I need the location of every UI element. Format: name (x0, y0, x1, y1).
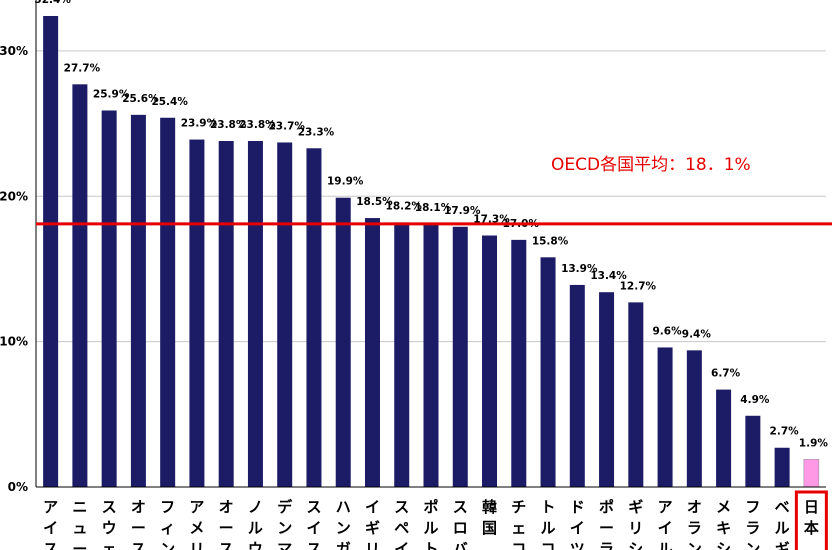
bar-value-label: 18.2% (386, 200, 423, 212)
category-label: スロバ (453, 498, 468, 550)
category-label: アイス (43, 498, 58, 550)
y-tick-label: 0% (8, 480, 28, 494)
category-label: ポーラ (599, 498, 614, 550)
bar (218, 141, 234, 487)
bar-value-label: 23.8% (239, 119, 276, 131)
bar (43, 15, 59, 487)
category-label: メキシ (716, 498, 731, 550)
x-axis: アイスニュースウェオースフィンアメリオースノルウデンマスイスハンガイギリスペイポ… (36, 486, 826, 550)
category-label: ニュー (72, 498, 87, 550)
category-label: ベルギ (775, 498, 790, 550)
category-label: アイル (658, 498, 673, 550)
bar-value-label: 9.6% (653, 325, 683, 337)
bar-value-label: 13.9% (561, 263, 598, 275)
bar-value-label: 23.3% (298, 126, 335, 138)
bar (101, 110, 117, 487)
category-label: オラン (687, 498, 702, 550)
bar-value-label: 1.9% (799, 437, 829, 449)
bar-value-label: 4.9% (740, 394, 770, 406)
bar-value-label: 18.5% (356, 196, 393, 208)
bar (482, 235, 498, 487)
y-tick-label: 30% (0, 44, 28, 58)
category-label: 韓国 (482, 498, 497, 537)
category-label: デンマ (277, 498, 293, 550)
bar-value-label: 32.4% (34, 0, 71, 6)
bar (364, 218, 380, 488)
category-label: トルコ (541, 498, 556, 550)
bar-value-label: 17.9% (444, 205, 481, 217)
bar-value-label: 15.8% (532, 235, 569, 247)
bar (277, 142, 293, 487)
category-label: フィン (160, 498, 175, 550)
bar (540, 257, 556, 487)
bar (599, 292, 615, 487)
bar-value-label: 12.7% (620, 280, 657, 292)
bar-value-label: 25.9% (93, 88, 130, 100)
bar (394, 222, 410, 487)
bar (335, 197, 351, 487)
average-marker: OECD各国平均：18．1% (36, 155, 832, 226)
bar-value-label: 2.7% (770, 426, 800, 438)
data-labels: 32.4%27.7%25.9%25.6%25.4%23.9%23.8%23.8%… (34, 0, 828, 449)
bar-value-label: 27.7% (64, 62, 101, 74)
bar (189, 139, 205, 487)
bar-value-label: 23.7% (268, 120, 305, 132)
category-label: フラン (745, 498, 760, 550)
bar (72, 84, 88, 488)
bar (686, 350, 702, 487)
category-label: スイス (306, 498, 321, 550)
highlight-box (794, 490, 828, 550)
category-label: アメリ (189, 498, 204, 550)
bar-value-label: 13.4% (590, 270, 627, 282)
category-label: スウェ (102, 498, 117, 550)
bar-value-label: 19.9% (327, 176, 364, 188)
bar (745, 415, 761, 487)
bar-value-label: 9.4% (682, 328, 712, 340)
bar (423, 223, 439, 487)
category-label: チェコ (511, 498, 526, 550)
category-label: ポルト (423, 498, 438, 550)
category-label: ノルウ (248, 498, 263, 550)
bar-value-label: 23.8% (210, 119, 247, 131)
category-label: ハンガ (336, 498, 351, 550)
bar-value-label: 23.9% (181, 118, 218, 130)
bar-value-label: 25.6% (122, 93, 159, 105)
bar (511, 239, 527, 487)
y-tick-label: 10% (0, 335, 28, 349)
category-label: 日本 (804, 498, 819, 537)
bar (716, 389, 732, 487)
bar (628, 302, 644, 487)
bar (247, 141, 263, 487)
bar-value-label: 25.4% (151, 96, 188, 108)
bar (569, 284, 585, 487)
category-label: ドイツ (570, 498, 585, 550)
bar (160, 117, 176, 488)
category-label: スペイ (394, 498, 409, 550)
category-label: オース (131, 498, 146, 550)
category-label: ギリシ (628, 498, 643, 550)
bar (774, 447, 790, 487)
category-label: イギリ (365, 498, 380, 550)
bar-value-label: 6.7% (711, 368, 741, 380)
bar (452, 226, 468, 487)
y-axis: 0% 10% 20% 30% (0, 0, 37, 494)
bar-series (43, 15, 820, 488)
bar (306, 148, 322, 488)
y-tick-label: 20% (0, 189, 28, 203)
bar-highlight (803, 459, 820, 488)
bar-value-label: 18.1% (415, 202, 452, 214)
category-label: オース (219, 498, 234, 550)
bar (657, 347, 673, 487)
average-label: OECD各国平均：18．1% (551, 155, 751, 175)
bar (130, 114, 146, 487)
